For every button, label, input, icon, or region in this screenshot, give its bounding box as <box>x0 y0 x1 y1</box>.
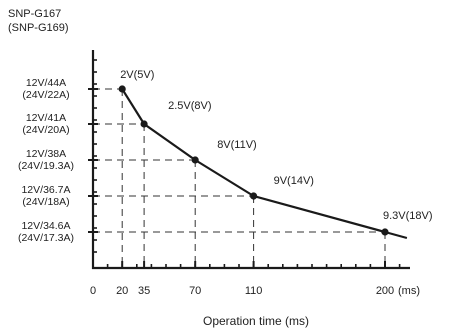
y-tick-label: 12V/36.7A (24V/18A) <box>21 184 70 208</box>
point-label: 2.5V(8V) <box>168 100 211 112</box>
data-point <box>381 228 389 236</box>
x-axis-unit: (ms) <box>398 285 420 297</box>
point-label: 9.3V(18V) <box>383 210 433 222</box>
y-tick-labels: 12V/44A (24V/22A) 12V/41A (24V/20A) 12V/38A(… <box>18 77 74 244</box>
x-tick-label: 0 <box>90 285 96 297</box>
data-points <box>118 85 389 236</box>
point-label: 8V(11V) <box>217 139 257 151</box>
y-tick-label: 12V/44A (24V/22A) <box>22 77 69 101</box>
y-tick-label: 12V/41A (24V/20A) <box>22 112 69 136</box>
y-tick-label: 12V/34.6A (24V/17.3A) <box>18 220 74 244</box>
point-label: 2V(5V) <box>120 69 154 81</box>
chart-title-line-2: (SNP-G169) <box>8 22 69 34</box>
guide-lines <box>93 88 386 268</box>
x-tick-labels: 0 20 35 70 110 200 <box>90 285 394 297</box>
x-axis-title: Operation time (ms) <box>203 314 309 328</box>
x-tick-label: 20 <box>116 285 128 297</box>
chart-title-line-1: SNP-G167 <box>8 8 61 20</box>
x-tick-label: 110 <box>245 285 263 297</box>
data-line <box>121 88 408 240</box>
x-tick-label: 200 <box>376 285 394 297</box>
data-point <box>140 120 148 128</box>
y-tick-label: 12V/38A (24V/19.3A) <box>18 148 74 172</box>
x-tick-label: 70 <box>189 285 201 297</box>
data-point <box>250 192 258 200</box>
data-point <box>191 156 199 164</box>
point-label: 9V(14V) <box>274 175 314 187</box>
data-point <box>118 85 126 93</box>
x-tick-label: 35 <box>138 285 150 297</box>
point-labels: 2V(5V) 2.5V(8V) 8V(11V) 9V(14V) 9.3V(18V) <box>120 69 432 222</box>
